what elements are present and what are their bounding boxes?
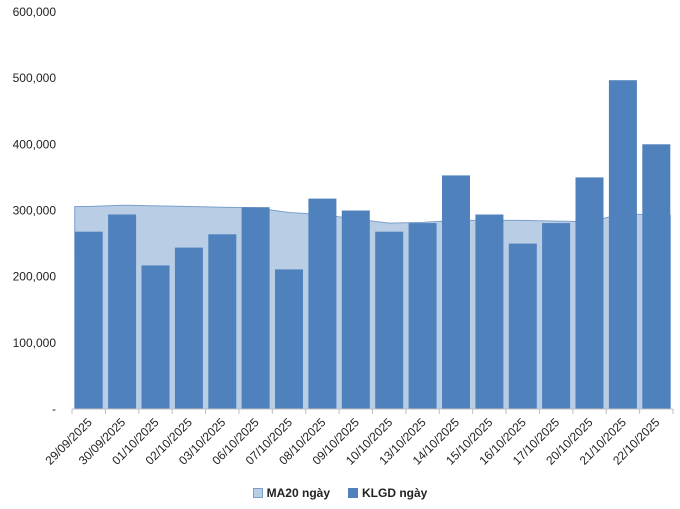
bar-klgd-17 bbox=[642, 144, 671, 410]
bar-klgd-13 bbox=[508, 243, 537, 409]
bar-klgd-4 bbox=[208, 234, 237, 409]
y-tick-label: 500,000 bbox=[13, 71, 57, 85]
bar-klgd-2 bbox=[141, 265, 170, 409]
bar-klgd-10 bbox=[408, 223, 437, 409]
legend-label-klgd: KLGD ngày bbox=[362, 486, 428, 500]
bar-klgd-16 bbox=[608, 80, 637, 409]
y-tick-label: 100,000 bbox=[13, 336, 57, 350]
legend-swatch-ma20 bbox=[252, 488, 263, 498]
bar-klgd-8 bbox=[341, 210, 370, 409]
bar-klgd-3 bbox=[174, 247, 203, 409]
bar-klgd-9 bbox=[375, 231, 404, 409]
bar-klgd-15 bbox=[575, 177, 604, 409]
bar-klgd-1 bbox=[108, 214, 137, 409]
y-tick-label: 200,000 bbox=[13, 270, 57, 284]
bar-klgd-11 bbox=[442, 175, 470, 409]
legend-item-ma20: MA20 ngày bbox=[252, 486, 330, 500]
legend-swatch-klgd bbox=[348, 488, 358, 498]
bar-klgd-14 bbox=[542, 223, 571, 409]
legend-item-klgd: KLGD ngày bbox=[348, 486, 427, 500]
bar-klgd-5 bbox=[241, 207, 270, 409]
bar-klgd-7 bbox=[308, 198, 337, 409]
bar-klgd-12 bbox=[475, 214, 504, 409]
y-tick-label: 300,000 bbox=[13, 204, 57, 218]
bar-layer bbox=[74, 80, 671, 410]
y-tick-label: 400,000 bbox=[13, 137, 57, 151]
bar-klgd-6 bbox=[275, 269, 303, 409]
legend-label-ma20: MA20 ngày bbox=[266, 486, 330, 500]
bar-klgd-0 bbox=[74, 231, 103, 409]
y-tick-label: 600,000 bbox=[13, 5, 57, 19]
legend: MA20 ngày KLGD ngày bbox=[0, 486, 680, 500]
y-tick-label: - bbox=[52, 402, 56, 416]
